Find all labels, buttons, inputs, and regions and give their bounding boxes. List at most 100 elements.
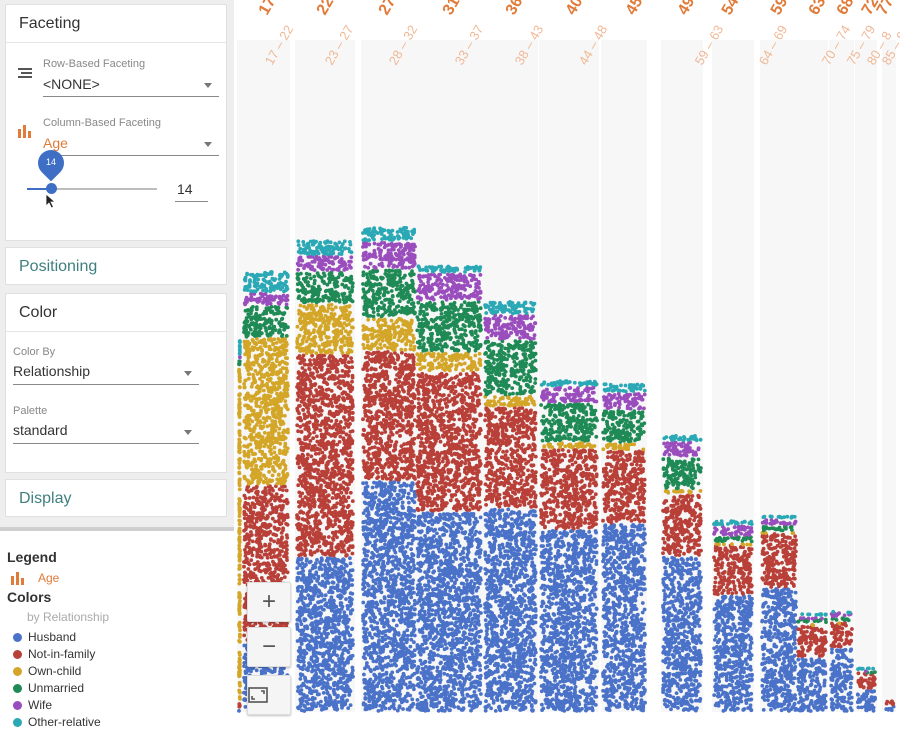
data-point[interactable]: [283, 403, 288, 408]
data-point[interactable]: [263, 364, 267, 368]
data-point[interactable]: [245, 347, 249, 352]
data-point[interactable]: [281, 366, 286, 371]
data-point[interactable]: [336, 466, 340, 471]
data-point[interactable]: [248, 524, 253, 529]
data-point[interactable]: [309, 551, 313, 555]
data-point[interactable]: [312, 638, 316, 643]
data-point[interactable]: [281, 312, 286, 317]
data-point[interactable]: [302, 412, 307, 417]
data-point[interactable]: [303, 287, 307, 292]
data-point[interactable]: [333, 400, 338, 405]
data-point[interactable]: [314, 677, 319, 681]
data-point[interactable]: [243, 652, 248, 657]
data-point[interactable]: [319, 645, 323, 649]
data-point[interactable]: [248, 668, 253, 673]
data-point[interactable]: [259, 401, 264, 405]
data-point[interactable]: [323, 328, 328, 332]
data-point[interactable]: [350, 467, 355, 471]
data-point[interactable]: [332, 483, 337, 488]
data-point[interactable]: [247, 308, 251, 313]
data-point[interactable]: [251, 468, 256, 472]
data-point[interactable]: [298, 653, 303, 657]
data-point[interactable]: [306, 581, 310, 586]
data-point[interactable]: [269, 447, 273, 452]
data-point[interactable]: [331, 505, 335, 510]
data-point[interactable]: [284, 543, 289, 548]
data-point[interactable]: [282, 373, 286, 378]
data-point[interactable]: [321, 704, 325, 709]
data-point[interactable]: [306, 406, 311, 411]
data-point[interactable]: [332, 599, 336, 603]
data-point[interactable]: [331, 491, 336, 495]
data-point[interactable]: [274, 566, 278, 571]
data-point[interactable]: [329, 354, 334, 359]
data-point[interactable]: [316, 414, 321, 418]
data-point[interactable]: [238, 457, 242, 461]
data-point[interactable]: [302, 649, 307, 654]
data-point[interactable]: [263, 491, 268, 496]
data-point[interactable]: [261, 505, 266, 509]
data-point[interactable]: [243, 697, 248, 702]
data-point[interactable]: [332, 638, 337, 643]
data-point[interactable]: [319, 592, 324, 597]
data-point[interactable]: [269, 537, 273, 542]
data-point[interactable]: [264, 552, 269, 557]
data-point[interactable]: [350, 671, 354, 676]
data-point[interactable]: [343, 569, 348, 574]
data-point[interactable]: [238, 355, 242, 360]
data-point[interactable]: [310, 349, 315, 354]
data-point[interactable]: [312, 358, 316, 362]
data-point[interactable]: [237, 543, 242, 548]
data-point[interactable]: [307, 647, 312, 652]
dot-group-own-child[interactable]: [237, 367, 242, 701]
data-point[interactable]: [350, 643, 355, 647]
data-point[interactable]: [315, 480, 320, 485]
data-point[interactable]: [335, 461, 340, 465]
data-point[interactable]: [242, 512, 247, 517]
data-point[interactable]: [300, 389, 304, 393]
data-point[interactable]: [242, 675, 246, 680]
data-point[interactable]: [320, 460, 325, 465]
data-point[interactable]: [299, 701, 303, 706]
data-point[interactable]: [269, 502, 274, 507]
data-point[interactable]: [246, 359, 250, 363]
data-point[interactable]: [340, 464, 344, 468]
data-point[interactable]: [309, 611, 314, 616]
data-point[interactable]: [261, 515, 266, 520]
data-point[interactable]: [341, 558, 346, 563]
data-point[interactable]: [303, 632, 307, 637]
data-point[interactable]: [263, 543, 268, 548]
data-point[interactable]: [349, 532, 354, 537]
data-point[interactable]: [277, 436, 282, 441]
data-point[interactable]: [331, 667, 336, 672]
data-point[interactable]: [282, 570, 286, 574]
data-point[interactable]: [302, 334, 306, 339]
data-point[interactable]: [350, 627, 354, 631]
data-point[interactable]: [257, 445, 262, 450]
data-point[interactable]: [237, 511, 242, 515]
data-point[interactable]: [296, 685, 301, 690]
data-point[interactable]: [269, 331, 273, 335]
data-point[interactable]: [237, 540, 242, 545]
data-point[interactable]: [342, 550, 347, 554]
data-point[interactable]: [323, 696, 328, 700]
data-point[interactable]: [313, 608, 318, 613]
data-point[interactable]: [342, 334, 346, 339]
data-point[interactable]: [330, 404, 335, 408]
data-point[interactable]: [244, 462, 249, 466]
data-point[interactable]: [350, 583, 354, 587]
data-point[interactable]: [341, 468, 346, 473]
data-point[interactable]: [283, 298, 288, 303]
data-point[interactable]: [297, 411, 301, 416]
data-point[interactable]: [319, 483, 323, 488]
data-point[interactable]: [312, 274, 317, 279]
data-point[interactable]: [345, 505, 350, 510]
data-point[interactable]: [329, 471, 334, 475]
data-point[interactable]: [303, 596, 308, 601]
data-point[interactable]: [237, 502, 242, 506]
data-point[interactable]: [259, 576, 264, 580]
data-point[interactable]: [319, 640, 324, 645]
data-point[interactable]: [342, 374, 347, 379]
data-point[interactable]: [334, 418, 339, 423]
data-point[interactable]: [309, 391, 313, 396]
